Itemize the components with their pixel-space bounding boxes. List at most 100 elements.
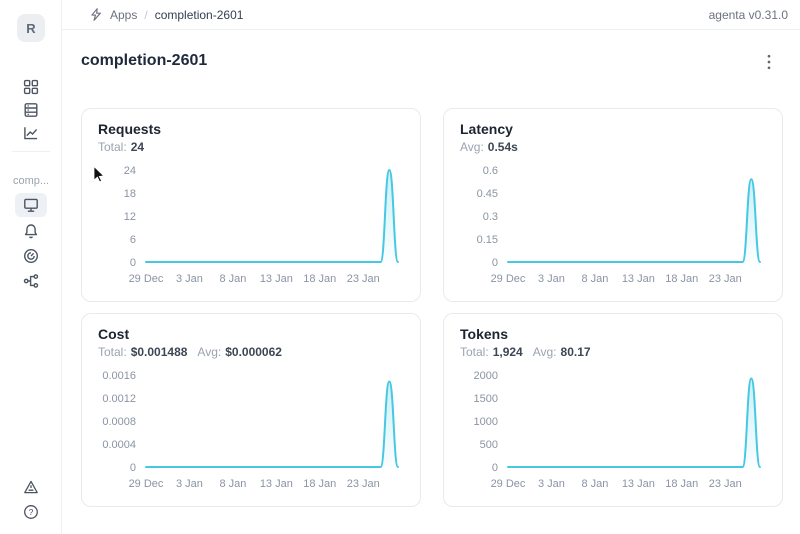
x-axis-tick: 29 Dec <box>491 273 526 285</box>
app-version-label: agenta v0.31.0 <box>708 7 788 22</box>
y-axis-tick: 0.15 <box>477 234 498 246</box>
latency-chart[interactable]: 0 0.15 0.3 0.45 0.6 29 Dec 3 Jan 8 Jan 13 Jan 18 … <box>444 158 782 294</box>
y-axis-tick: 1000 <box>474 416 498 428</box>
stat-label: Avg: <box>460 140 484 154</box>
x-axis-tick: 18 Jan <box>303 478 336 490</box>
cost-chart[interactable]: 0 0.0004 0.0008 0.0012 0.0016 29 Dec 3 Jan 8 Ja… <box>82 363 420 499</box>
gauge-icon <box>22 247 40 265</box>
x-axis-tick: 23 Jan <box>709 273 742 285</box>
area-fill <box>146 381 398 467</box>
x-axis-tick: 3 Jan <box>538 478 565 490</box>
bell-icon <box>22 222 40 240</box>
chart-stats: Total: 24 <box>82 138 420 154</box>
grid-icon <box>22 78 40 96</box>
stat-label: Avg: <box>532 345 557 359</box>
y-axis-tick: 18 <box>124 188 136 200</box>
workspace-avatar[interactable]: R <box>17 14 45 42</box>
x-axis-tick: 3 Jan <box>176 273 203 285</box>
y-axis-tick: 0 <box>130 462 136 474</box>
y-axis-tick: 0 <box>492 257 498 269</box>
x-axis-tick: 3 Jan <box>176 478 203 490</box>
y-axis-tick: 24 <box>124 165 136 177</box>
triangle-icon <box>22 478 40 496</box>
y-axis-tick: 0.0008 <box>102 416 136 428</box>
y-axis-tick: 0.0012 <box>102 393 136 405</box>
help-icon: ? <box>22 503 40 521</box>
x-axis-tick: 8 Jan <box>581 273 608 285</box>
top-bar: Apps / completion-2601 agenta v0.31.0 <box>62 0 800 30</box>
x-axis-tick: 29 Dec <box>491 478 526 490</box>
sidebar-item-overview[interactable] <box>15 193 47 217</box>
tokens-chart[interactable]: 0 500 1000 1500 2000 29 Dec 3 Jan 8 Jan 13 Jan 18… <box>444 363 782 499</box>
chart-title: Requests <box>98 121 162 137</box>
svg-text:?: ? <box>29 507 34 517</box>
sidebar-item-datasets[interactable] <box>15 98 47 122</box>
stat-label: Total: <box>98 140 127 154</box>
line-chart-icon <box>22 124 40 142</box>
x-axis-tick: 29 Dec <box>129 273 164 285</box>
sidebar-app-label: comp... <box>13 175 50 187</box>
chart-stats: Avg: 0.54s <box>444 138 782 154</box>
chart-title: Cost <box>98 326 130 342</box>
requests-chart[interactable]: 0 6 12 18 24 29 Dec 3 Jan 8 Jan 13 Jan 18 Jan 23 J… <box>82 158 420 294</box>
series-line <box>507 178 761 263</box>
page-menu-button[interactable] <box>758 53 780 75</box>
x-axis-tick: 13 Jan <box>622 478 655 490</box>
breadcrumb-separator: / <box>144 7 148 22</box>
y-axis-tick: 0.6 <box>483 165 498 177</box>
chart-stats: Total: 1,924 Avg: 80.17 <box>444 343 782 359</box>
x-axis-tick: 13 Jan <box>260 478 293 490</box>
x-axis-tick: 23 Jan <box>709 478 742 490</box>
stat-value: 80.17 <box>560 345 591 359</box>
y-axis-tick: 1500 <box>474 393 498 405</box>
series-line <box>507 377 761 468</box>
tree-icon <box>22 272 40 290</box>
area-fill <box>508 179 760 262</box>
kebab-menu-icon <box>767 54 771 75</box>
x-axis-tick: 8 Jan <box>219 273 246 285</box>
table-icon <box>22 101 40 119</box>
sidebar-item-traces[interactable] <box>15 269 47 293</box>
y-axis-tick: 0.0016 <box>102 370 136 382</box>
sidebar-item-evaluations[interactable] <box>15 244 47 268</box>
cost-card: Cost Total: $0.001488 Avg: $0.000062 0 0.000… <box>81 313 421 507</box>
sidebar-item-alerts[interactable] <box>15 219 47 243</box>
stat-label: Avg: <box>197 345 222 359</box>
sidebar: R comp... <box>0 0 62 534</box>
y-axis-tick: 12 <box>124 211 136 223</box>
x-axis-tick: 23 Jan <box>347 478 380 490</box>
sidebar-divider <box>12 151 50 152</box>
area-fill <box>146 170 398 262</box>
page-title: completion-2601 <box>81 52 208 69</box>
stat-value: 1,924 <box>492 345 523 359</box>
stat-value: $0.001488 <box>130 345 188 359</box>
x-axis-tick: 13 Jan <box>622 273 655 285</box>
y-axis-tick: 0.45 <box>477 188 498 200</box>
sidebar-item-help[interactable]: ? <box>15 500 47 524</box>
x-axis-tick: 8 Jan <box>581 478 608 490</box>
series-line <box>145 380 399 468</box>
x-axis-tick: 13 Jan <box>260 273 293 285</box>
stat-value: 0.54s <box>487 140 518 154</box>
area-fill <box>508 378 760 467</box>
chart-title: Latency <box>460 121 513 137</box>
tokens-card: Tokens Total: 1,924 Avg: 80.17 0 500 1000 1500… <box>443 313 783 507</box>
breadcrumb-apps-link[interactable]: Apps <box>110 7 138 22</box>
chart-title: Tokens <box>460 326 508 342</box>
y-axis-tick: 0.3 <box>483 211 498 223</box>
requests-card: Requests Total: 24 0 6 12 18 24 29 Dec 3 Jan 8 J… <box>81 108 421 302</box>
sidebar-item-feedback[interactable] <box>15 475 47 499</box>
stat-value: 24 <box>130 140 145 154</box>
x-axis-tick: 18 Jan <box>303 273 336 285</box>
chart-stats: Total: $0.001488 Avg: $0.000062 <box>82 343 420 359</box>
sidebar-item-apps[interactable] <box>15 75 47 99</box>
y-axis-tick: 2000 <box>474 370 498 382</box>
breadcrumb: Apps / completion-2601 <box>88 7 243 22</box>
x-axis-tick: 23 Jan <box>347 273 380 285</box>
y-axis-tick: 0.0004 <box>102 439 136 451</box>
breadcrumb-current: completion-2601 <box>154 7 244 22</box>
x-axis-tick: 18 Jan <box>665 273 698 285</box>
sidebar-item-observability[interactable] <box>15 121 47 145</box>
series-line <box>145 169 399 263</box>
monitor-icon <box>22 196 40 214</box>
